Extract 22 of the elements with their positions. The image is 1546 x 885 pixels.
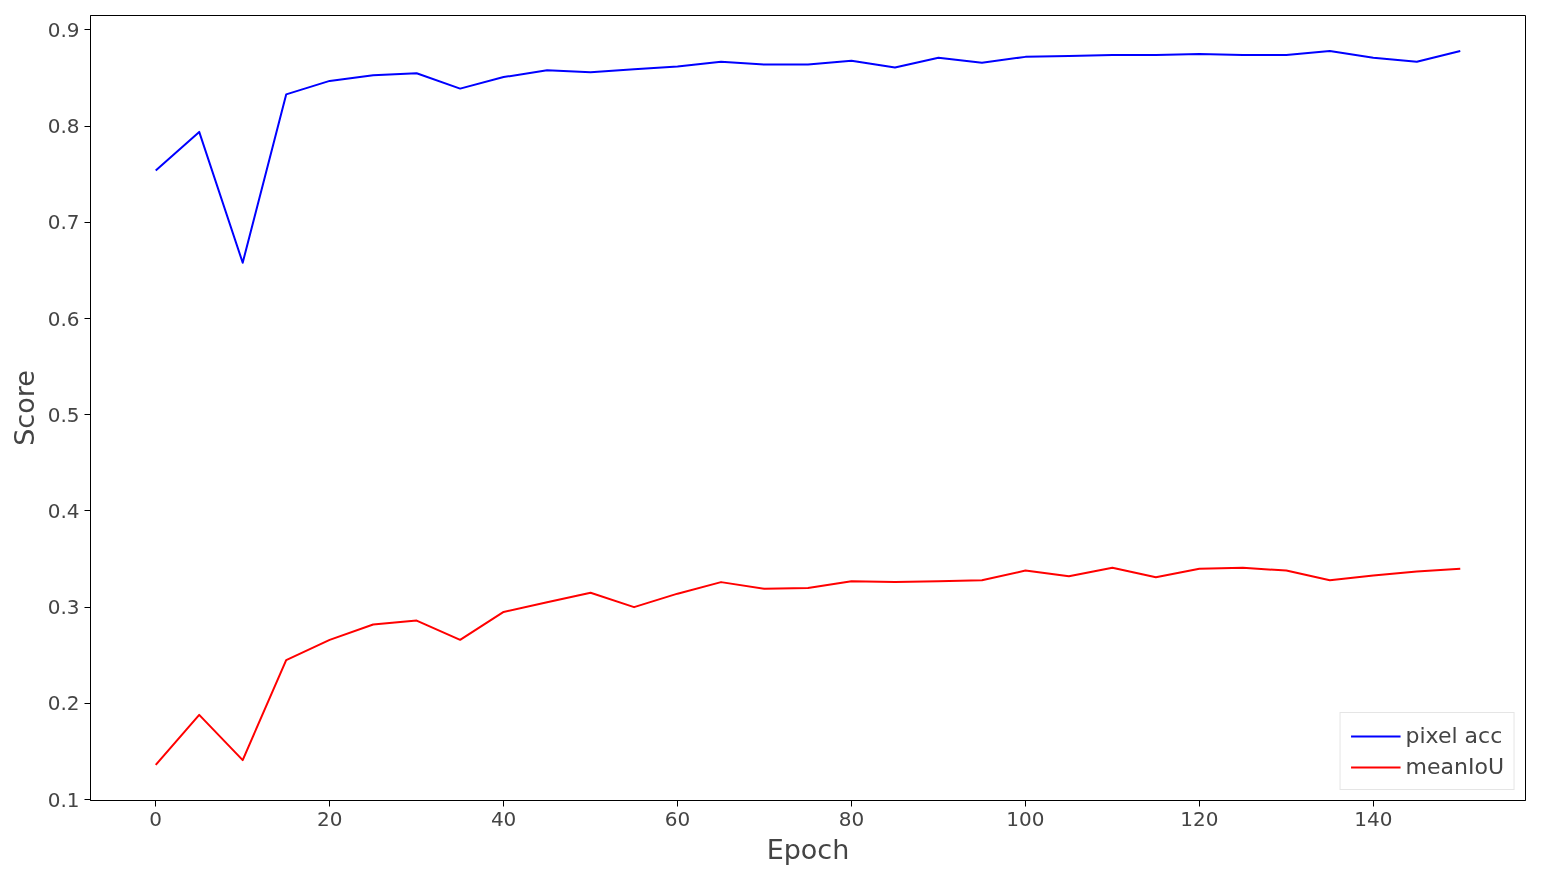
x-tick-label: 0 xyxy=(149,806,163,831)
y-axis-title: Score xyxy=(8,370,40,446)
x-tick-label: 140 xyxy=(1354,806,1393,831)
y-tick-label: 0.3 xyxy=(47,595,80,620)
y-tick-label: 0.2 xyxy=(47,691,80,716)
x-tick-label: 60 xyxy=(664,806,691,831)
legend-label: pixel acc xyxy=(1405,723,1503,748)
y-tick-label: 0.5 xyxy=(47,402,80,427)
y-tick-label: 0.4 xyxy=(47,498,80,523)
x-tick-label: 20 xyxy=(316,806,343,831)
line-series xyxy=(154,50,1462,264)
x-tick-label: 100 xyxy=(1006,806,1045,831)
x-axis-title: Epoch xyxy=(766,833,850,865)
x-tick-label: 120 xyxy=(1180,806,1219,831)
y-tick-label: 0.6 xyxy=(47,306,80,331)
y-tick-label: 0.7 xyxy=(47,210,80,235)
y-tick-label: 0.9 xyxy=(47,17,80,42)
x-tick-label: 40 xyxy=(490,806,517,831)
y-tick-label: 0.8 xyxy=(47,114,80,139)
legend-label: meanIoU xyxy=(1405,754,1504,779)
y-tick-label: 0.1 xyxy=(47,787,80,812)
x-tick-label: 80 xyxy=(838,806,865,831)
